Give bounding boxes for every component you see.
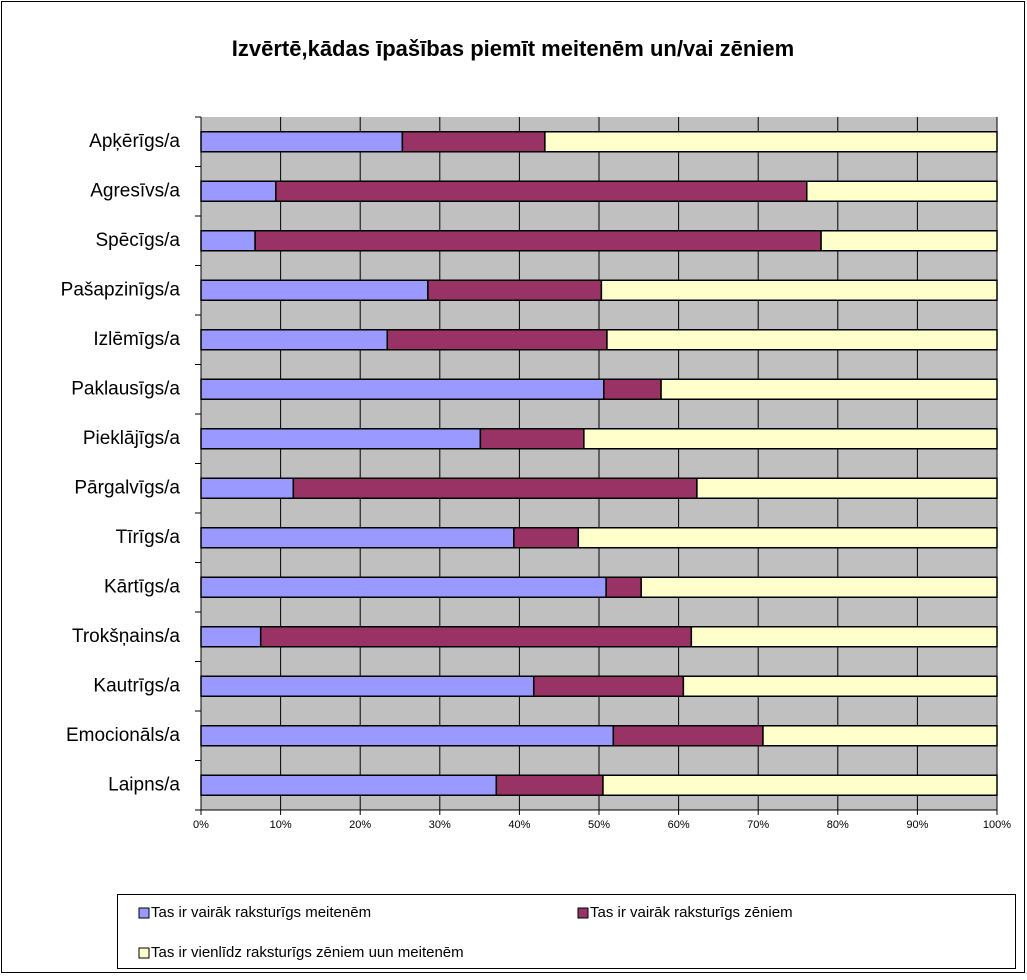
- bar-segment: [401, 131, 546, 153]
- bar-segment: [762, 725, 998, 747]
- y-tick-label: Paklausīgs/a: [71, 378, 180, 399]
- bar-segment: [544, 131, 998, 153]
- bar-segment: [612, 725, 764, 747]
- bar-segment: [513, 527, 580, 549]
- y-tick-label: Izlēmīgs/a: [93, 329, 180, 350]
- bar-segment: [660, 378, 998, 400]
- legend-label: Tas ir vairāk raksturīgs meitenēm: [151, 904, 371, 921]
- y-tick-label: Agresīvs/a: [90, 180, 180, 201]
- y-tick-label: Spēcīgs/a: [96, 230, 181, 251]
- bar-segment: [602, 774, 998, 796]
- bar-segment: [200, 279, 429, 301]
- y-tick-label: Tīrīgs/a: [116, 527, 181, 548]
- bar-segment: [532, 675, 685, 697]
- chart-title: Izvērtē,kādas īpašības piemīt meitenēm u…: [232, 36, 794, 61]
- x-tick-label: 50%: [588, 819, 610, 831]
- bar-segment: [495, 774, 604, 796]
- x-tick-label: 20%: [349, 819, 371, 831]
- bar-segment: [200, 576, 607, 598]
- bar-segment: [427, 279, 603, 301]
- bar-segment: [690, 626, 998, 648]
- bar-segment: [606, 329, 998, 351]
- bar-segment: [603, 378, 662, 400]
- x-tick-label: 30%: [429, 819, 451, 831]
- x-tick-label: 90%: [906, 819, 928, 831]
- y-tick-label: Pašapzinīgs/a: [61, 279, 181, 300]
- x-tick-label: 60%: [668, 819, 690, 831]
- bar-segment: [605, 576, 642, 598]
- y-tick-label: Kautrīgs/a: [93, 675, 180, 696]
- legend-label: Tas ir vienlīdz raksturīgs zēniem uun me…: [151, 944, 464, 961]
- bar-segment: [640, 576, 998, 598]
- bar-segment: [275, 180, 808, 202]
- y-tick-label: Kārtīgs/a: [104, 576, 180, 597]
- bar-segment: [200, 378, 605, 400]
- bar-segment: [600, 279, 998, 301]
- bar-segment: [200, 477, 295, 499]
- legend-swatch: [138, 907, 150, 919]
- y-tick-label: Pieklājīgs/a: [83, 428, 181, 449]
- bar-segment: [577, 527, 998, 549]
- bar-segment: [200, 428, 482, 450]
- bar-segment: [200, 527, 515, 549]
- bar-segment: [820, 230, 998, 252]
- bar-segment: [254, 230, 822, 252]
- x-tick-label: 80%: [827, 819, 849, 831]
- bar-segment: [696, 477, 998, 499]
- bar-segment: [386, 329, 608, 351]
- x-tick-label: 40%: [508, 819, 530, 831]
- bar-segment: [200, 675, 535, 697]
- bar-segment: [200, 180, 277, 202]
- y-tick-label: Apķērīgs/a: [89, 131, 180, 152]
- x-tick-label: 100%: [983, 819, 1011, 831]
- legend-box: [117, 894, 1016, 969]
- bar-segment: [583, 428, 998, 450]
- bar-segment: [292, 477, 698, 499]
- bar-segment: [682, 675, 998, 697]
- bar-segment: [479, 428, 585, 450]
- bar-segment: [806, 180, 998, 202]
- x-tick-label: 70%: [747, 819, 769, 831]
- y-tick-label: Pārgalvīgs/a: [74, 477, 180, 498]
- y-tick-label: Trokšņains/a: [72, 626, 180, 647]
- y-tick-label: Emocionāls/a: [66, 725, 180, 746]
- bar-segment: [200, 626, 262, 648]
- y-tick-label: Laipns/a: [108, 774, 180, 795]
- bar-segment: [259, 626, 693, 648]
- x-tick-label: 0%: [193, 819, 209, 831]
- legend-swatch: [138, 947, 150, 959]
- x-tick-label: 10%: [270, 819, 292, 831]
- bar-segment: [200, 230, 256, 252]
- legend-label: Tas ir vairāk raksturīgs zēniem: [590, 904, 793, 921]
- bar-segment: [200, 725, 615, 747]
- bar-segment: [200, 131, 404, 153]
- bar-segment: [200, 329, 389, 351]
- legend-swatch: [577, 907, 589, 919]
- bar-segment: [200, 774, 498, 796]
